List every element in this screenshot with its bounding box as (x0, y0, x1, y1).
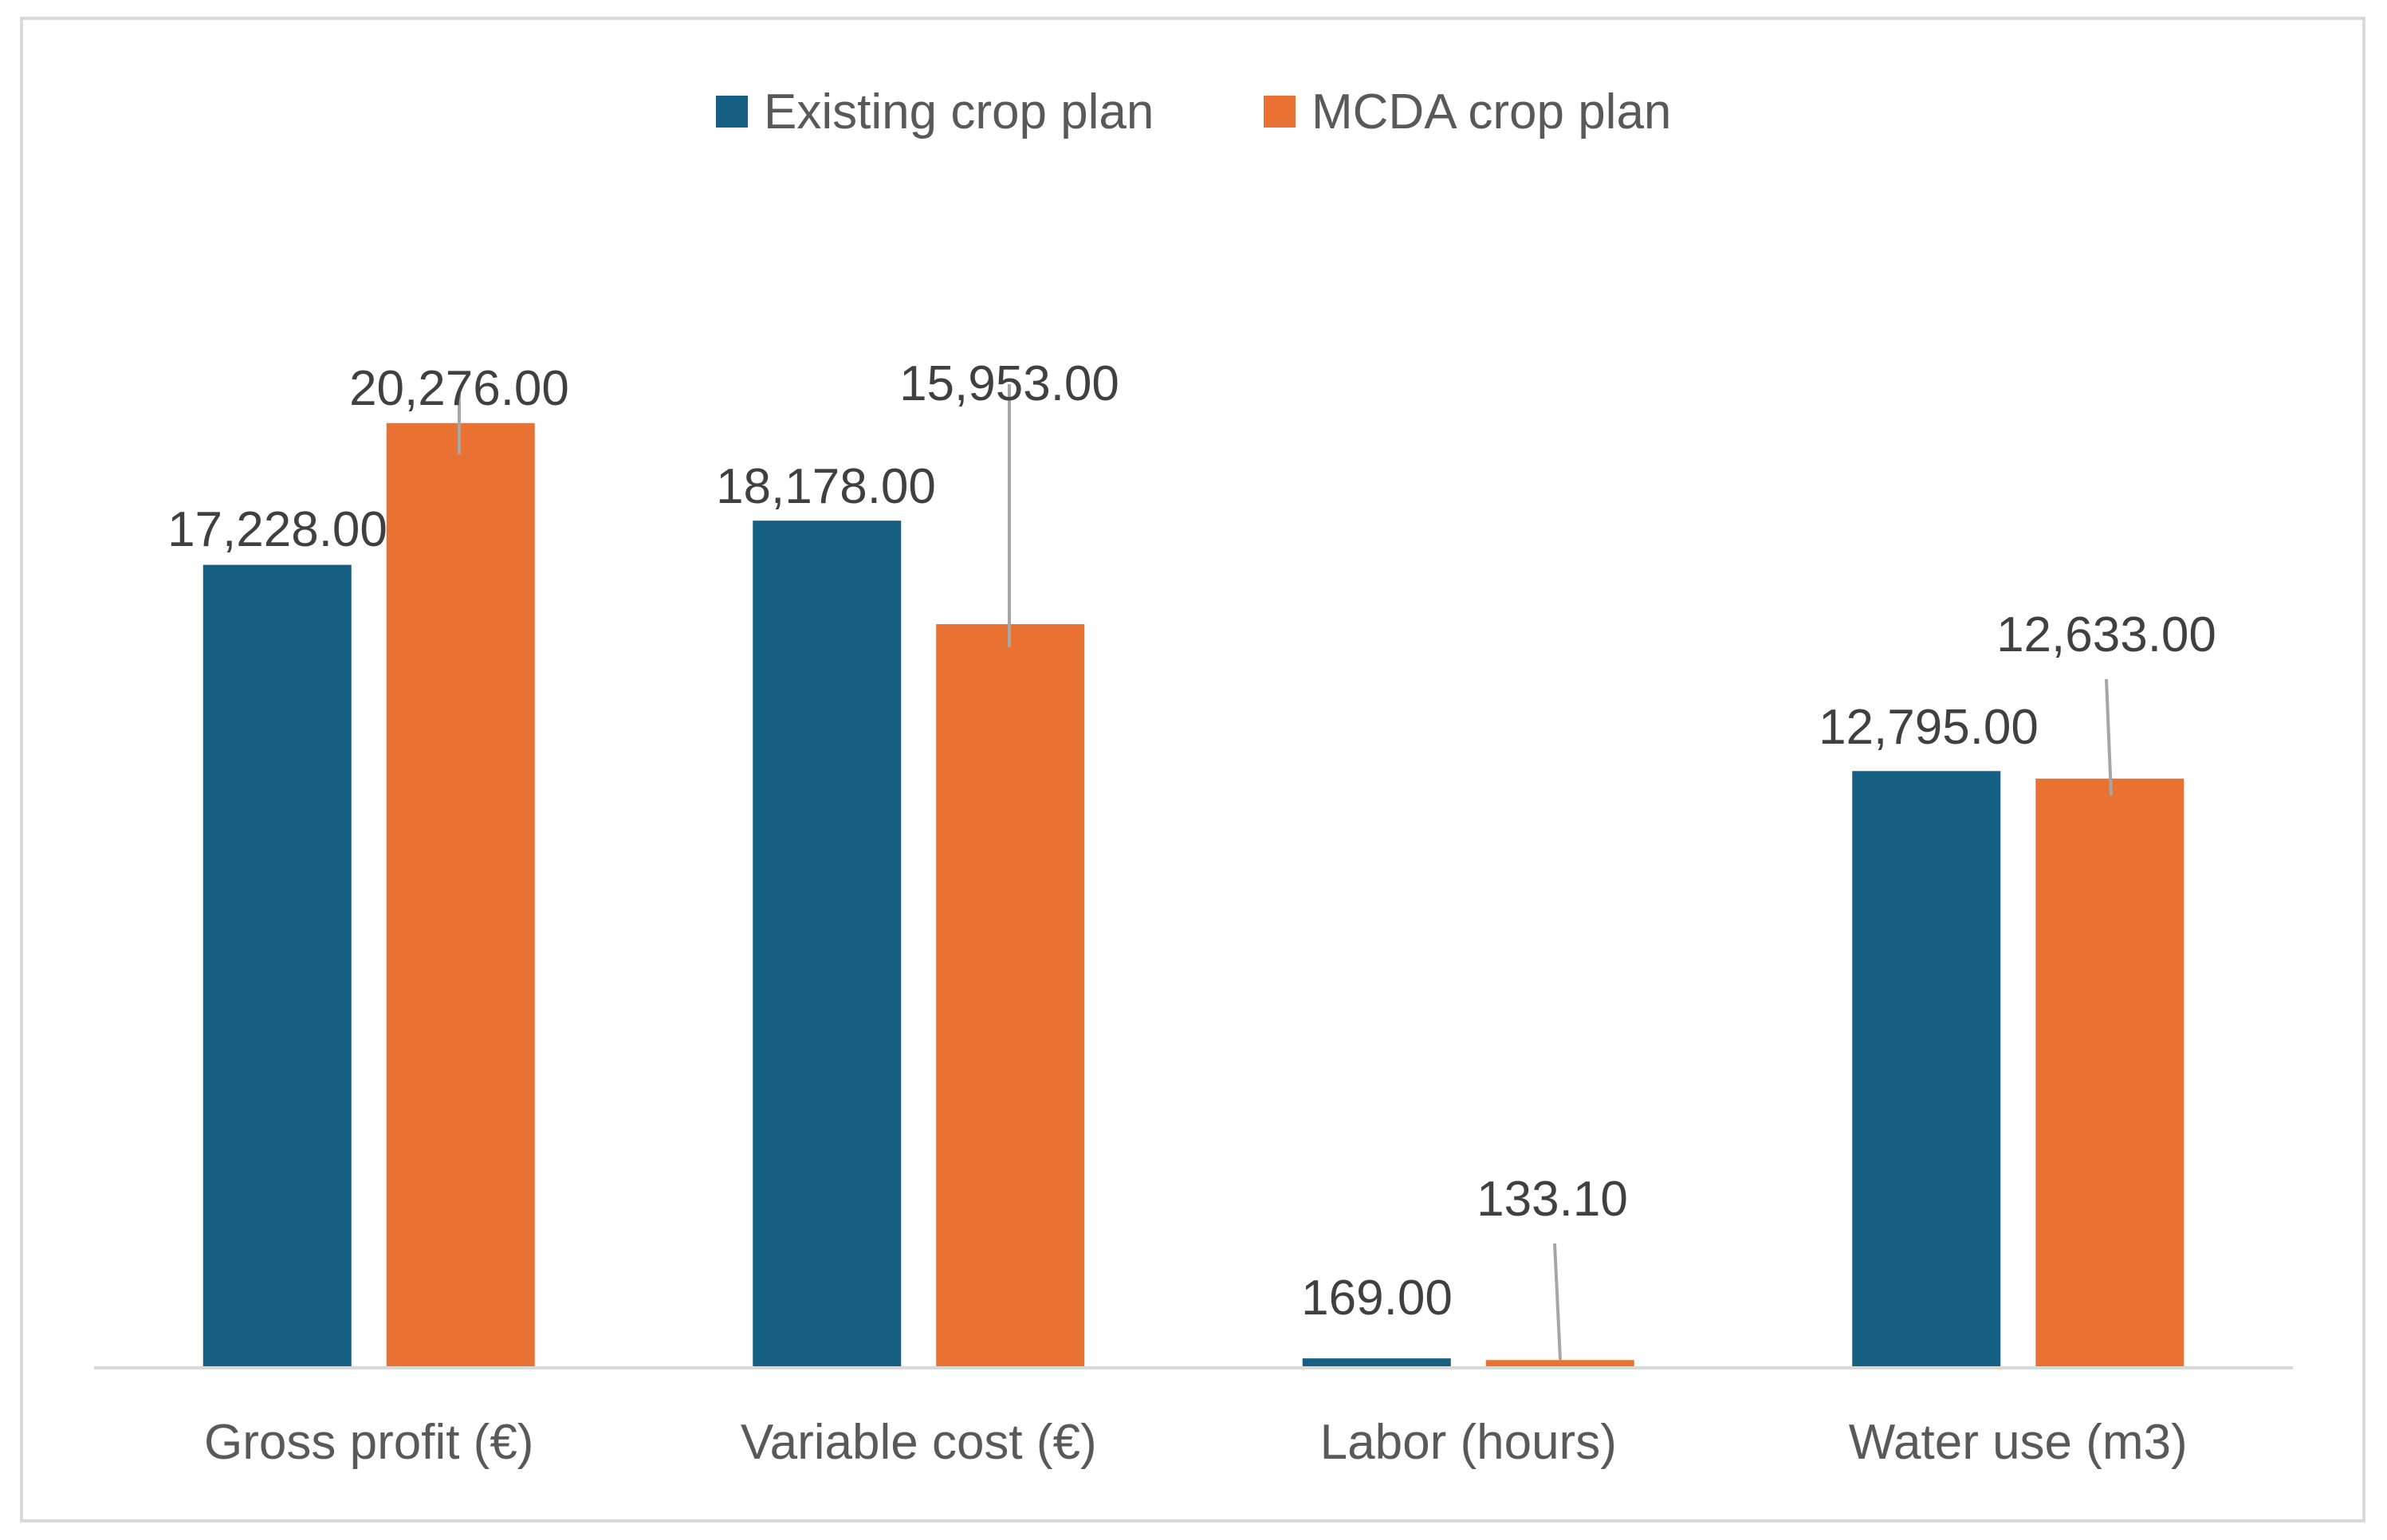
legend-swatch-mcda (1264, 96, 1296, 128)
data-label-water-use-mcda: 12,633.00 (1996, 607, 2216, 662)
data-label-gross-profit-existing: 17,228.00 (167, 502, 387, 557)
bar-gross-profit-mcda (386, 422, 535, 1367)
leader-line-water-use-mcda (2105, 678, 2113, 796)
data-label-variable-cost-existing: 18,178.00 (716, 459, 936, 514)
data-label-variable-cost-mcda: 15,953.00 (899, 356, 1119, 411)
data-labels: 17,228.00 20,276.00 18,178.00 15,953.00 169.… (167, 356, 2216, 1326)
bar-labor-mcda (1485, 1360, 1634, 1366)
bar-water-use-mcda (2035, 778, 2184, 1366)
legend-label-mcda: MCDA crop plan (1311, 84, 1671, 139)
x-axis-tick-labels: Gross profit (€) Variable cost (€) Labor (… (204, 1415, 2188, 1470)
leader-line-labor-mcda (1553, 1243, 1562, 1361)
bar-labor-existing (1302, 1358, 1451, 1366)
data-label-labor-mcda: 133.10 (1477, 1172, 1628, 1227)
bar-variable-cost-existing (753, 521, 902, 1366)
x-tick-label-gross-profit: Gross profit (€) (204, 1415, 533, 1470)
label-leader-lines (458, 384, 2113, 1361)
x-tick-label-variable-cost: Variable cost (€) (741, 1415, 1097, 1470)
bar-variable-cost-mcda (936, 624, 1085, 1366)
data-label-labor-existing: 169.00 (1301, 1271, 1453, 1326)
bar-gross-profit-existing (203, 564, 352, 1366)
legend: Existing crop plan MCDA crop plan (716, 84, 1671, 139)
legend-swatch-existing (716, 96, 748, 128)
bar-water-use-existing (1852, 771, 2001, 1366)
data-label-gross-profit-mcda: 20,276.00 (349, 361, 569, 416)
x-tick-label-labor: Labor (hours) (1320, 1415, 1617, 1470)
bars (203, 422, 2184, 1367)
legend-label-existing: Existing crop plan (764, 84, 1154, 139)
x-tick-label-water-use: Water use (m3) (1849, 1415, 2188, 1470)
data-label-water-use-existing: 12,795.00 (1819, 700, 2039, 755)
